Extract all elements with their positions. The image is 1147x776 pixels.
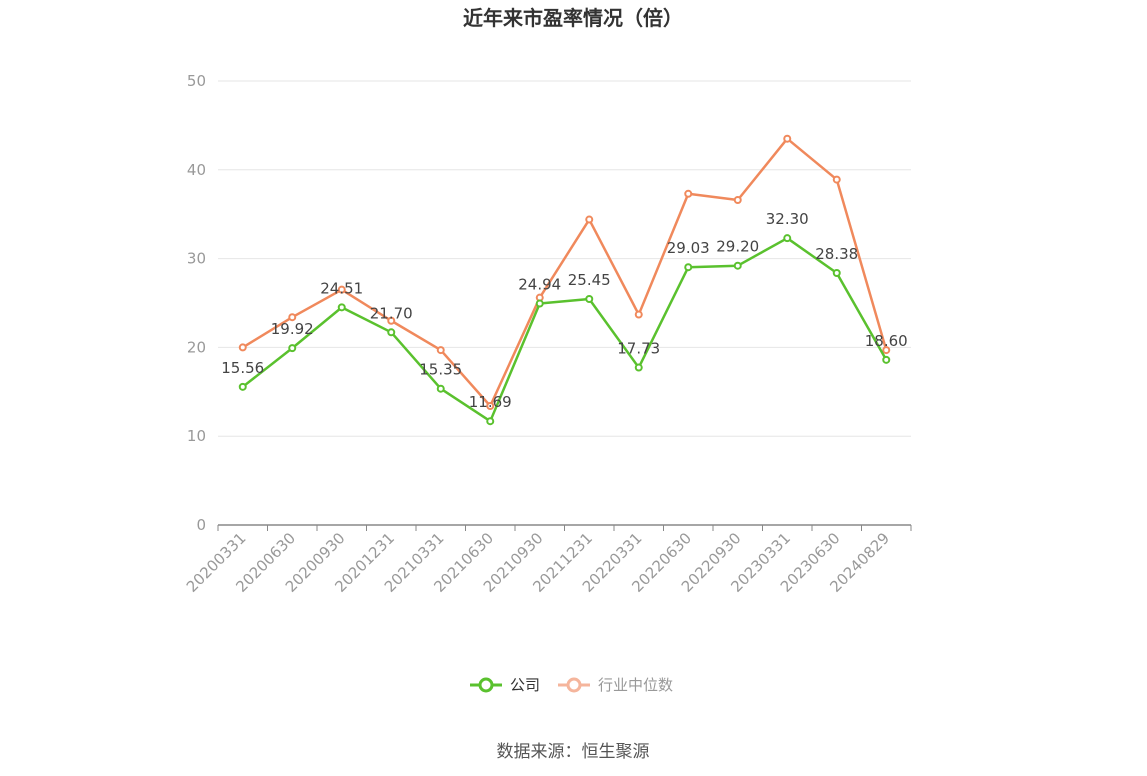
y-tick-label: 50 [187,72,206,90]
series-company [238,234,891,426]
data-label: 24.51 [320,279,363,297]
data-point[interactable] [783,134,792,143]
chart-title: 近年来市盈率情况（倍） [463,6,683,30]
data-point[interactable] [288,313,297,322]
data-point[interactable] [436,384,445,393]
data-point[interactable] [387,328,396,337]
y-tick-label: 0 [196,516,206,534]
data-point[interactable] [337,303,346,312]
data-label: 18.60 [865,332,908,350]
data-point[interactable] [238,343,247,352]
legend-item-company[interactable]: 公司 [470,676,540,694]
data-point[interactable] [832,175,841,184]
data-label: 24.94 [518,276,561,294]
data-point[interactable] [733,261,742,270]
data-label: 15.56 [221,359,264,377]
data-point[interactable] [585,215,594,224]
data-label: 17.73 [617,340,660,358]
data-point[interactable] [634,363,643,372]
legend[interactable]: 公司 行业中位数 [470,676,673,694]
legend-item-industry-median[interactable]: 行业中位数 [558,676,673,694]
series-line [241,236,888,423]
data-point[interactable] [288,344,297,353]
legend-company-label: 公司 [510,676,540,694]
data-point[interactable] [387,316,396,325]
data-label: 32.30 [766,210,809,228]
data-label: 28.38 [815,245,858,263]
data-point[interactable] [585,295,594,304]
data-point[interactable] [832,268,841,277]
legend-industry-label: 行业中位数 [598,676,673,694]
series-industry-median [238,134,891,411]
data-point[interactable] [535,299,544,308]
data-point[interactable] [733,195,742,204]
data-source: 数据来源：恒生聚源 [497,742,650,762]
data-point[interactable] [684,189,693,198]
series-line [242,137,888,408]
data-point[interactable] [486,417,495,426]
data-point[interactable] [337,285,346,294]
data-label: 21.70 [370,304,413,322]
data-label: 29.20 [716,238,759,256]
data-point[interactable] [684,263,693,272]
data-point[interactable] [783,234,792,243]
data-point[interactable] [882,346,891,355]
data-point[interactable] [238,382,247,391]
legend-industry-marker [566,677,582,693]
data-label: 29.03 [667,239,710,257]
data-label: 25.45 [568,271,611,289]
data-label: 19.92 [271,320,314,338]
data-point[interactable] [486,402,495,411]
y-tick-label: 40 [187,161,206,179]
y-tick-label: 30 [187,250,206,268]
data-point[interactable] [882,355,891,364]
data-label: 11.69 [469,393,512,411]
y-tick-label: 10 [187,427,206,445]
y-tick-label: 20 [187,338,206,356]
data-label: 15.35 [419,361,462,379]
series-lines [238,134,891,426]
data-labels: 15.56 19.92 24.51 21.70 15.35 11.69 24.94 25.45… [221,210,907,411]
data-point[interactable] [634,310,643,319]
data-point[interactable] [436,346,445,355]
legend-company-marker [478,677,494,693]
